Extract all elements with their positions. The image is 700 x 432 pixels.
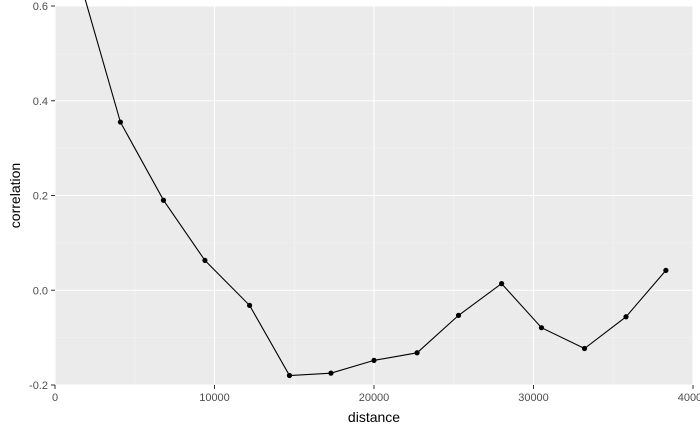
x-axis: 0 10000 20000 30000 40000 [52, 385, 700, 404]
x-tick-label: 0 [52, 392, 58, 404]
data-point [202, 257, 208, 264]
data-point [160, 197, 167, 203]
x-axis-title: distance [348, 409, 400, 425]
y-axis: -0.2 0.0 0.2 0.4 0.6 [29, 1, 55, 392]
y-axis-title: correlation [7, 163, 23, 228]
y-tick-label: 0.4 [33, 96, 48, 108]
data-point [117, 119, 123, 125]
series-layer [84, 0, 669, 379]
data-point [623, 314, 629, 320]
data-point [581, 345, 588, 352]
data-point [286, 372, 293, 379]
data-point [663, 267, 669, 273]
y-tick-label: 0.2 [33, 191, 48, 203]
data-point [538, 325, 545, 331]
data-point [371, 357, 377, 363]
x-tick-label: 10000 [199, 392, 230, 404]
data-point [455, 312, 462, 318]
y-tick-label: 0.6 [33, 1, 48, 13]
x-tick-label: 30000 [518, 392, 549, 404]
data-point [499, 281, 505, 287]
y-tick-label: 0.0 [33, 285, 48, 297]
x-tick-label: 40000 [678, 392, 700, 404]
data-point [414, 350, 420, 356]
x-tick-label: 20000 [359, 392, 390, 404]
y-tick-label: -0.2 [29, 380, 48, 392]
data-point [246, 302, 253, 309]
data-point [328, 370, 334, 376]
